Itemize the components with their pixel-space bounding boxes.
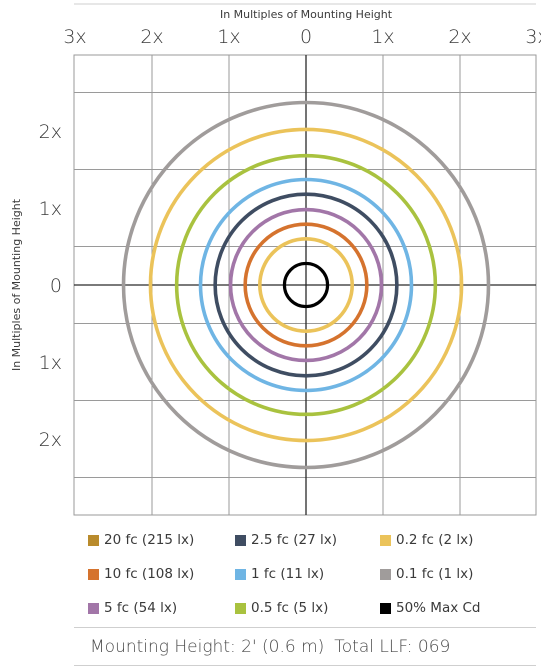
y-tick-label: 0 [50, 275, 62, 297]
legend-item: 1 fc (11 lx) [235, 566, 324, 582]
x-tick-label: 0 [300, 26, 312, 48]
legend-label: 10 fc (108 lx) [104, 566, 195, 582]
y-tick-label: 1x [39, 352, 62, 374]
y-tick-label: 2x [39, 121, 62, 143]
isofootcandle-chart: In Multiples of Mounting Height In Multi… [10, 3, 541, 516]
legend-swatch [380, 534, 391, 546]
legend-divider [74, 627, 536, 628]
legend-swatch [88, 568, 99, 580]
legend-item: 0.5 fc (5 lx) [235, 600, 328, 616]
legend-item: 20 fc (215 lx) [88, 532, 194, 548]
contour-10-fc-108-lx [243, 222, 369, 348]
contour-1-fc-11-lx [198, 177, 414, 393]
legend-swatch [235, 534, 246, 546]
x-tick-label: 3x [63, 26, 86, 48]
legend-item: 50% Max Cd [380, 600, 481, 616]
grid [73, 54, 537, 516]
legend-item: 0.1 fc (1 lx) [380, 566, 473, 582]
legend-label: 0.5 fc (5 lx) [251, 600, 329, 616]
contour-5-fc-54-lx [228, 207, 384, 363]
total-llf-text: Total LLF: 069 [334, 637, 451, 657]
legend-label: 0.2 fc (2 lx) [396, 532, 474, 548]
legend-label: 2.5 fc (27 lx) [251, 532, 337, 548]
legend-item: 5 fc (54 lx) [88, 600, 177, 616]
y-tick-label: 2x [39, 429, 62, 451]
legend-swatch [235, 602, 246, 614]
contour-0-5-fc-5-lx [174, 153, 438, 417]
footer-info: Mounting Height: 2' (0.6 m) Total LLF: 06… [90, 637, 450, 657]
legend-swatch [88, 602, 99, 614]
legend-swatch [88, 534, 99, 546]
legend-label: 5 fc (54 lx) [104, 600, 178, 616]
x-tick-label: 2x [140, 26, 163, 48]
legend-swatch [235, 568, 246, 580]
contours [121, 100, 491, 470]
contour-0-2-fc-2-lx [148, 127, 464, 443]
footer-divider [74, 665, 536, 666]
x-axis-title: In Multiples of Mounting Height [220, 8, 393, 21]
legend-label: 0.1 fc (1 lx) [396, 566, 474, 582]
legend-label: 1 fc (11 lx) [251, 566, 325, 582]
contour-2-5-fc-27-lx [213, 192, 399, 378]
y-axis-title: In Multiples of Mounting Height [10, 198, 23, 371]
x-tick-label: 1x [217, 26, 240, 48]
legend-item: 0.2 fc (2 lx) [380, 532, 473, 548]
x-tick-labels: 3x 2x 1x 0 1x 2x 3x [63, 26, 541, 48]
legend-swatch [380, 568, 391, 580]
contour-20-fc-215-lx [257, 237, 354, 334]
contour-0-1-fc-1-lx [121, 100, 491, 470]
y-tick-label: 1x [39, 198, 62, 220]
x-tick-label: 1x [371, 26, 394, 48]
legend-item: 10 fc (108 lx) [88, 566, 194, 582]
mounting-height-text: Mounting Height: 2' (0.6 m) [90, 637, 325, 657]
legend-label: 20 fc (215 lx) [104, 532, 195, 548]
y-tick-labels: 2x 1x 0 1x 2x [39, 121, 62, 451]
x-tick-label: 3x [525, 26, 541, 48]
contour-50-max-cd [282, 261, 330, 309]
legend-swatch [380, 602, 391, 614]
legend-label: 50% Max Cd [396, 600, 481, 616]
x-tick-label: 2x [448, 26, 471, 48]
legend-item: 2.5 fc (27 lx) [235, 532, 337, 548]
